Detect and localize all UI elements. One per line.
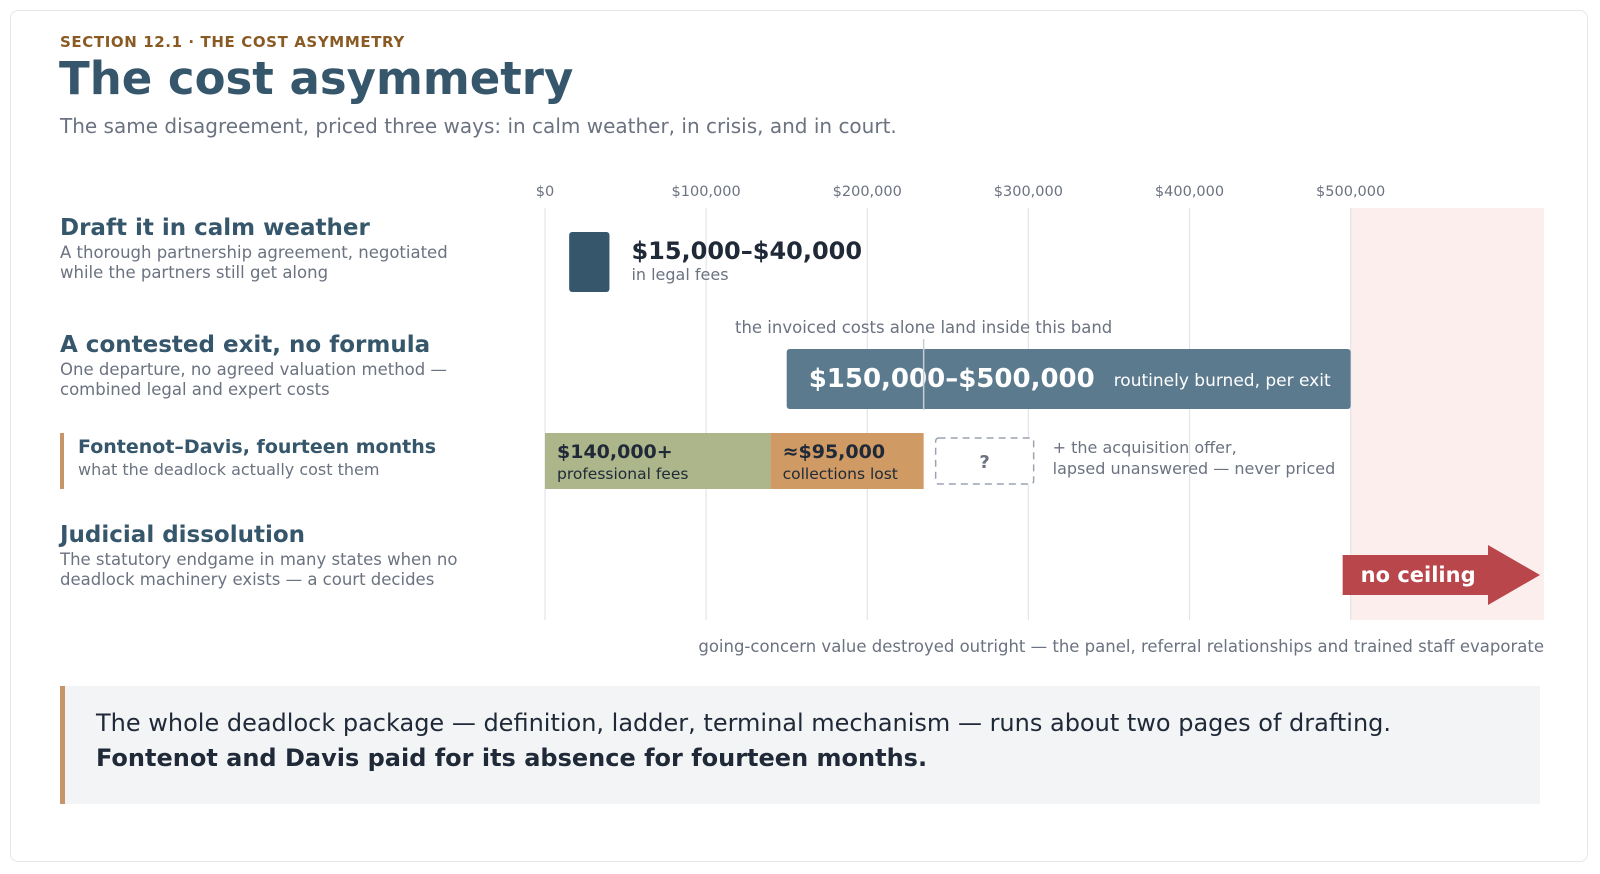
page-subtitle: The same disagreement, priced three ways…	[60, 114, 897, 138]
unknown-box	[934, 437, 1035, 485]
band-note: the invoiced costs alone land inside thi…	[735, 318, 1112, 337]
callout-line-2: Fontenot and Davis paid for its absence …	[96, 743, 928, 772]
no-ceiling-arrow	[1342, 545, 1540, 605]
callout-line-1: The whole deadlock package — definition,…	[96, 709, 1392, 737]
bar-contested-sublabel: routinely burned, per exit	[1114, 371, 1331, 391]
cost-chart: $0 $100,000 $200,000 $300,000 $400,000 $500,0…	[536, 184, 1544, 656]
case-segment	[770, 433, 924, 489]
x-tick-label: $100,000	[672, 184, 741, 200]
case-segment-label: ≈$95,000	[783, 441, 885, 463]
x-tick-label: $400,000	[1155, 184, 1224, 200]
row-desc-calm: A thorough partnership agreement, negoti…	[60, 242, 448, 282]
case-segment-label: $140,000+	[557, 441, 673, 463]
row-label-contested: A contested exit, no formula One departu…	[60, 331, 490, 399]
unknown-note-1: + the acquisition offer,	[1053, 438, 1237, 457]
row-desc-contested: One departure, no agreed valuation metho…	[60, 359, 447, 399]
page-title: The cost asymmetry	[59, 52, 574, 105]
case-segment	[545, 433, 771, 489]
row-desc-case: what the deadlock actually cost them	[78, 459, 380, 479]
row-title-dissolution: Judicial dissolution	[60, 522, 306, 548]
row-title-contested: A contested exit, no formula	[60, 332, 431, 358]
case-segment-sublabel: collections lost	[783, 465, 898, 483]
row-desc-dissolution: The statutory endgame in many states whe…	[60, 549, 458, 589]
row-label-calm: Draft it in calm weather A thorough part…	[60, 214, 490, 282]
chart-footnote: going-concern value destroyed outright —…	[698, 637, 1544, 656]
bar-contested	[786, 349, 1351, 409]
row-label-case: Fontenot–Davis, fourteen months what the…	[60, 433, 436, 489]
x-tick-label: $300,000	[994, 184, 1063, 200]
case-segment-sublabel: professional fees	[557, 465, 688, 483]
bar-calm-label: $15,000–$40,000	[631, 237, 862, 265]
no-ceiling-label: no ceiling	[1361, 563, 1476, 587]
bar-calm-sublabel: in legal fees	[631, 265, 728, 284]
unknown-note-2: lapsed unanswered — never priced	[1053, 459, 1336, 478]
row-title-calm: Draft it in calm weather	[60, 215, 370, 241]
row-label-dissolution: Judicial dissolution The statutory endga…	[60, 521, 490, 589]
x-tick-label: $200,000	[833, 184, 902, 200]
summary-callout: The whole deadlock package — definition,…	[60, 686, 1540, 804]
row-title-case: Fontenot–Davis, fourteen months	[78, 436, 437, 458]
no-ceiling-zone	[1350, 208, 1544, 620]
bar-contested-label: $150,000–$500,000	[809, 364, 1095, 394]
x-tick-label: $500,000	[1316, 184, 1385, 200]
unknown-label: ?	[979, 452, 989, 473]
x-tick-label: $0	[536, 184, 554, 200]
bar-calm	[569, 232, 610, 292]
section-kicker: SECTION 12.1 · THE COST ASYMMETRY	[60, 33, 405, 51]
